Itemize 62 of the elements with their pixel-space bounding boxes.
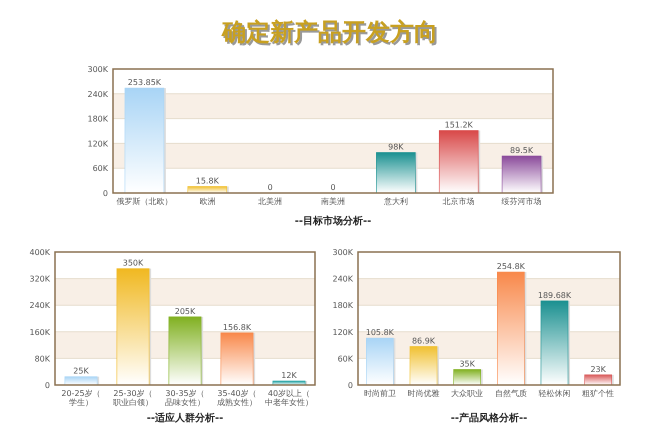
data-label: 105.8K: [366, 328, 395, 338]
data-label: 15.8K: [196, 176, 220, 186]
x-tick-label: 粗犷个性: [582, 389, 614, 398]
y-tick-label: 320K: [29, 274, 51, 284]
y-tick-label: 240K: [29, 301, 51, 310]
x-tick-label: 25-30岁（职业白领）: [113, 389, 153, 407]
data-label: 0: [268, 183, 273, 192]
data-label: 205K: [174, 306, 196, 316]
y-tick-label: 160K: [29, 328, 51, 337]
x-tick-label: 北京市场: [442, 197, 475, 206]
data-label: 25K: [73, 366, 90, 376]
x-tick-label: 35-40岁（成熟女性）: [217, 389, 257, 407]
data-label: 350K: [122, 258, 144, 268]
x-axis-title: --产品风格分析--: [450, 412, 528, 424]
x-tick-label: 自然气质: [494, 389, 527, 398]
data-label: 35K: [459, 359, 476, 368]
x-tick-label: 40岁以上（中老年女性）: [265, 389, 313, 407]
bar: [453, 369, 482, 386]
x-tick-label: 20-25岁（学生）: [61, 389, 101, 407]
data-label: 89.5K: [510, 146, 534, 156]
y-tick-label: 80K: [34, 354, 51, 364]
data-label: 12K: [281, 371, 298, 380]
x-tick-label: 时尚前卫: [364, 389, 396, 398]
y-tick-label: 0: [348, 381, 353, 390]
y-tick-label: 0: [102, 189, 108, 198]
bar: [584, 374, 612, 386]
y-tick-label: 180K: [332, 301, 354, 310]
y-tick-label: 300K: [87, 65, 109, 74]
bar: [496, 272, 525, 386]
x-tick-label: 30-35岁（品味女性）: [165, 389, 205, 407]
bar: [366, 338, 394, 386]
y-tick-label: 0: [44, 381, 50, 390]
y-tick-label: 240K: [332, 274, 354, 284]
y-tick-label: 180K: [87, 114, 109, 124]
x-tick-label: 绥芬河市场: [502, 197, 542, 206]
x-tick-label: 时尚优雅: [408, 389, 440, 398]
y-tick-label: 120K: [87, 139, 109, 148]
x-tick-label: 欧洲: [199, 197, 216, 206]
y-tick-label: 60K: [92, 164, 109, 174]
data-label: 253.85K: [128, 78, 162, 88]
data-label: 189.68K: [538, 290, 572, 300]
x-tick-label: 南美洲: [321, 197, 345, 206]
y-tick-label: 240K: [87, 90, 109, 99]
y-tick-label: 120K: [332, 328, 354, 337]
x-axis-title: --目标市场分析--: [294, 215, 372, 227]
data-label: 156.8K: [222, 322, 252, 332]
chart-title: 确定新产品开发方向: [223, 20, 440, 48]
x-tick-label: 北美洲: [258, 197, 282, 206]
data-label: 254.8K: [496, 262, 526, 272]
data-label: 151.2K: [444, 120, 474, 130]
data-label: 86.9K: [412, 336, 436, 346]
x-tick-label: 大众职业: [451, 389, 484, 398]
y-tick-label: 400K: [29, 248, 51, 257]
data-label: 98K: [388, 142, 404, 152]
data-label: 23K: [590, 364, 607, 374]
bar: [502, 156, 542, 194]
x-tick-label: 轻松休闲: [538, 389, 570, 398]
y-tick-label: 60K: [338, 354, 354, 364]
y-tick-label: 300K: [332, 248, 354, 257]
x-tick-label: 意大利: [382, 197, 408, 206]
x-axis-title: --适应人群分析--: [146, 412, 224, 424]
x-tick-label: 俄罗斯（北欧）: [116, 197, 172, 206]
